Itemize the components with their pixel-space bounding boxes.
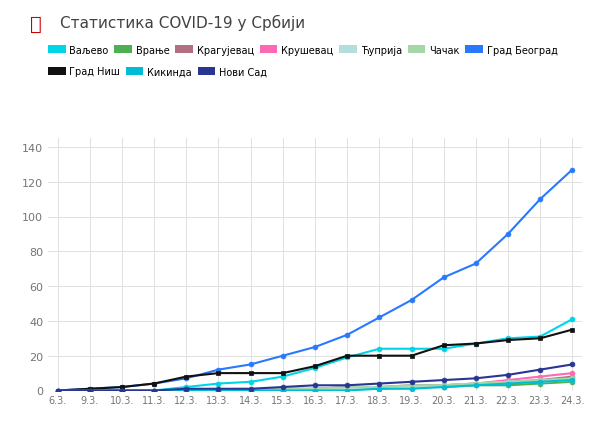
Legend: Ваљево, Врање, Крагујевац, Крушевац, Ћуприја, Чачак, Град Београд: Ваљево, Врање, Крагујевац, Крушевац, Ћуп… <box>48 46 557 56</box>
Legend: Град Ниш, Кикинда, Нови Сад: Град Ниш, Кикинда, Нови Сад <box>48 67 267 77</box>
Text: 🛡: 🛡 <box>30 15 42 34</box>
Text: Статистика COVID-19 у Србији: Статистика COVID-19 у Србији <box>60 15 305 31</box>
